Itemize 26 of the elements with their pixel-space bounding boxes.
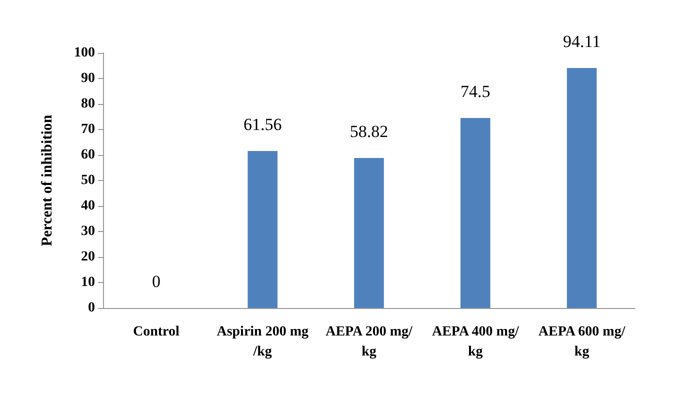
y-tick-label: 70 bbox=[81, 122, 95, 137]
x-tick-label: AEPA 200 mg/kg bbox=[326, 324, 414, 360]
y-tick-label: 0 bbox=[88, 300, 95, 316]
y-tick-label: 40 bbox=[81, 198, 95, 214]
y-tick-label: 20 bbox=[81, 250, 95, 264]
x-tick-label: Aspirin 200 mg/kg bbox=[216, 324, 308, 360]
bar bbox=[566, 68, 597, 308]
data-label: 58.82 bbox=[350, 122, 388, 142]
y-tick-label: 30 bbox=[81, 224, 95, 239]
data-label: 94.11 bbox=[562, 32, 601, 52]
y-tick-label: 10 bbox=[81, 275, 95, 290]
data-label: 0 bbox=[152, 272, 160, 291]
bar bbox=[460, 118, 490, 308]
bar bbox=[248, 151, 278, 308]
bar bbox=[354, 158, 384, 308]
data-label: 61.56 bbox=[243, 115, 282, 134]
y-tick-label: 60 bbox=[81, 148, 95, 162]
x-tick-label: AEPA 400 mg/kg bbox=[432, 324, 520, 360]
x-tick-label: AEPA 600 mg/kg bbox=[538, 324, 626, 360]
y-tick-label: 50 bbox=[81, 173, 95, 188]
y-axis-title: Percent of inhibition bbox=[40, 114, 56, 246]
y-tick-label: 80 bbox=[81, 96, 95, 112]
x-tick-label: Control bbox=[132, 324, 180, 340]
data-label: 74.5 bbox=[460, 82, 490, 102]
y-tick-label: 90 bbox=[81, 71, 95, 86]
y-tick-label: 100 bbox=[74, 46, 95, 60]
